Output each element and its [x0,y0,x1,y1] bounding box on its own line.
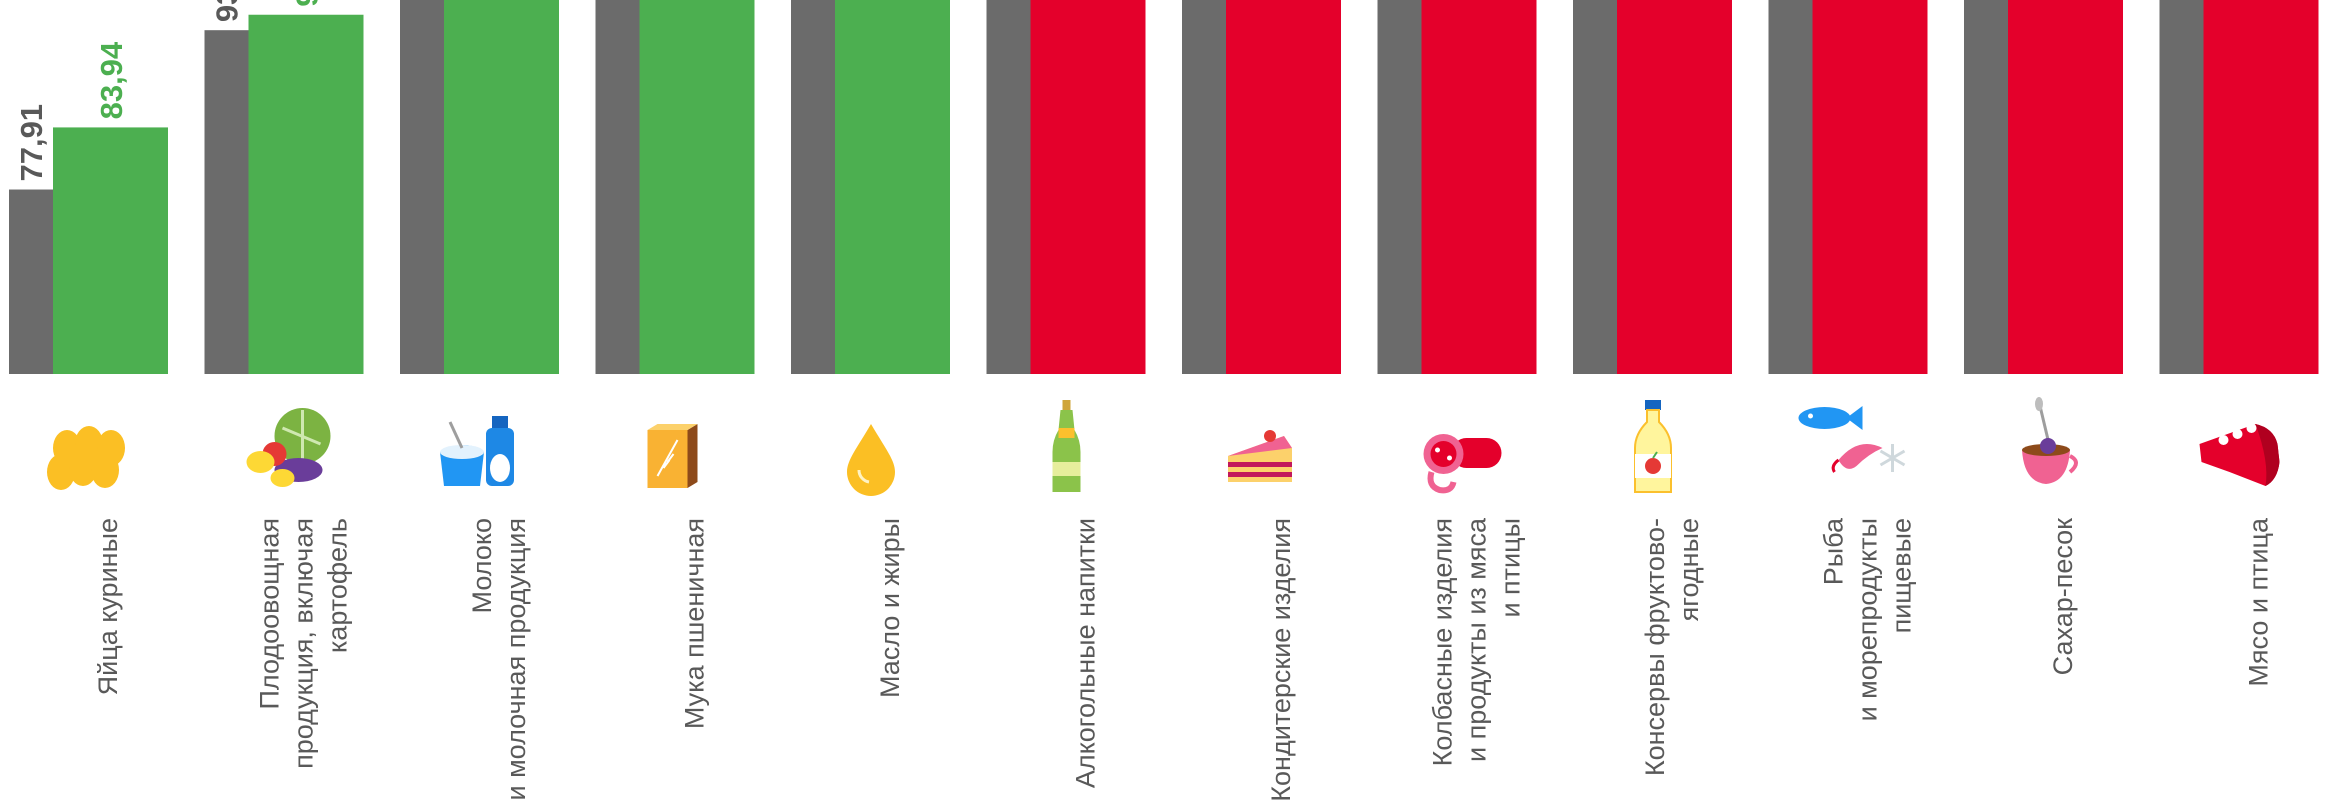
value-label-previous: 77,91 [14,104,49,182]
bar-previous [400,0,450,375]
bar-previous [791,0,841,374]
category-label: Плодоовощная продукция, включая картофель [255,518,353,769]
bar-previous [1182,0,1232,375]
bar-previous [1377,0,1428,374]
bar-current [1812,0,1928,374]
vegetables-icon [246,408,331,487]
bar-previous [204,30,255,374]
bar-previous [1768,0,1819,374]
bar-previous [2159,0,2210,375]
value-labels-layer: 77,9183,9493,3894,8899,2098,7897,9999,21… [14,0,325,182]
champagne-icon [1052,400,1081,492]
cake-icon [1228,430,1292,482]
category-label: Яйца куриные [93,518,123,695]
category-labels-layer: Яйца куриные Плодоовощная продукция, включ… [93,517,2274,801]
fish-shrimp-icon [1798,406,1906,473]
icons-layer [47,397,2280,496]
bar-previous [595,0,646,374]
flour-icon [647,424,698,488]
category-label: Сахар-песок [2048,518,2078,675]
bar-previous [1573,0,1623,375]
bar-current [1030,0,1146,375]
bar-current [2203,0,2319,374]
category-label: Консервы фруктово-ягодные [1640,518,1704,776]
value-label-previous: 93,38 [210,0,245,22]
bar-current [53,127,168,374]
bar-current [1617,0,1732,375]
sugar-cup-icon [2022,397,2078,484]
bar-previous [986,0,1037,375]
oil-drop-icon [847,424,895,496]
milk-icon [440,416,514,486]
bar-current [639,0,755,375]
bar-current [2008,0,2123,375]
category-label: Мука пшеничная [680,518,710,729]
bar-previous [9,189,59,374]
category-label: Колбасные изделия и продукты из мяса и пти… [1428,517,1526,766]
meat-icon [2199,423,2280,486]
category-label: Рыба и морепродукты пищевые [1819,517,1917,721]
category-label: Кондитерские изделия [1266,518,1296,801]
category-label: Молоко и молочная продукция [467,518,531,800]
bar-current [1421,0,1537,375]
bar-previous [1964,0,2014,374]
bars-layer [9,0,2319,375]
eggs-icon [47,426,125,490]
bar-current [1226,0,1341,374]
bar-current [444,0,559,374]
value-label-current: 83,94 [94,41,129,119]
category-label: Алкогольные напитки [1071,518,1101,788]
sausage-icon [1423,434,1502,494]
category-label: Мясо и птица [2244,517,2274,687]
bar-current [248,14,364,375]
category-label: Масло и жиры [875,518,905,698]
jar-icon [1634,400,1672,493]
value-label-current: 94,88 [290,0,325,7]
bar-current [835,0,950,375]
